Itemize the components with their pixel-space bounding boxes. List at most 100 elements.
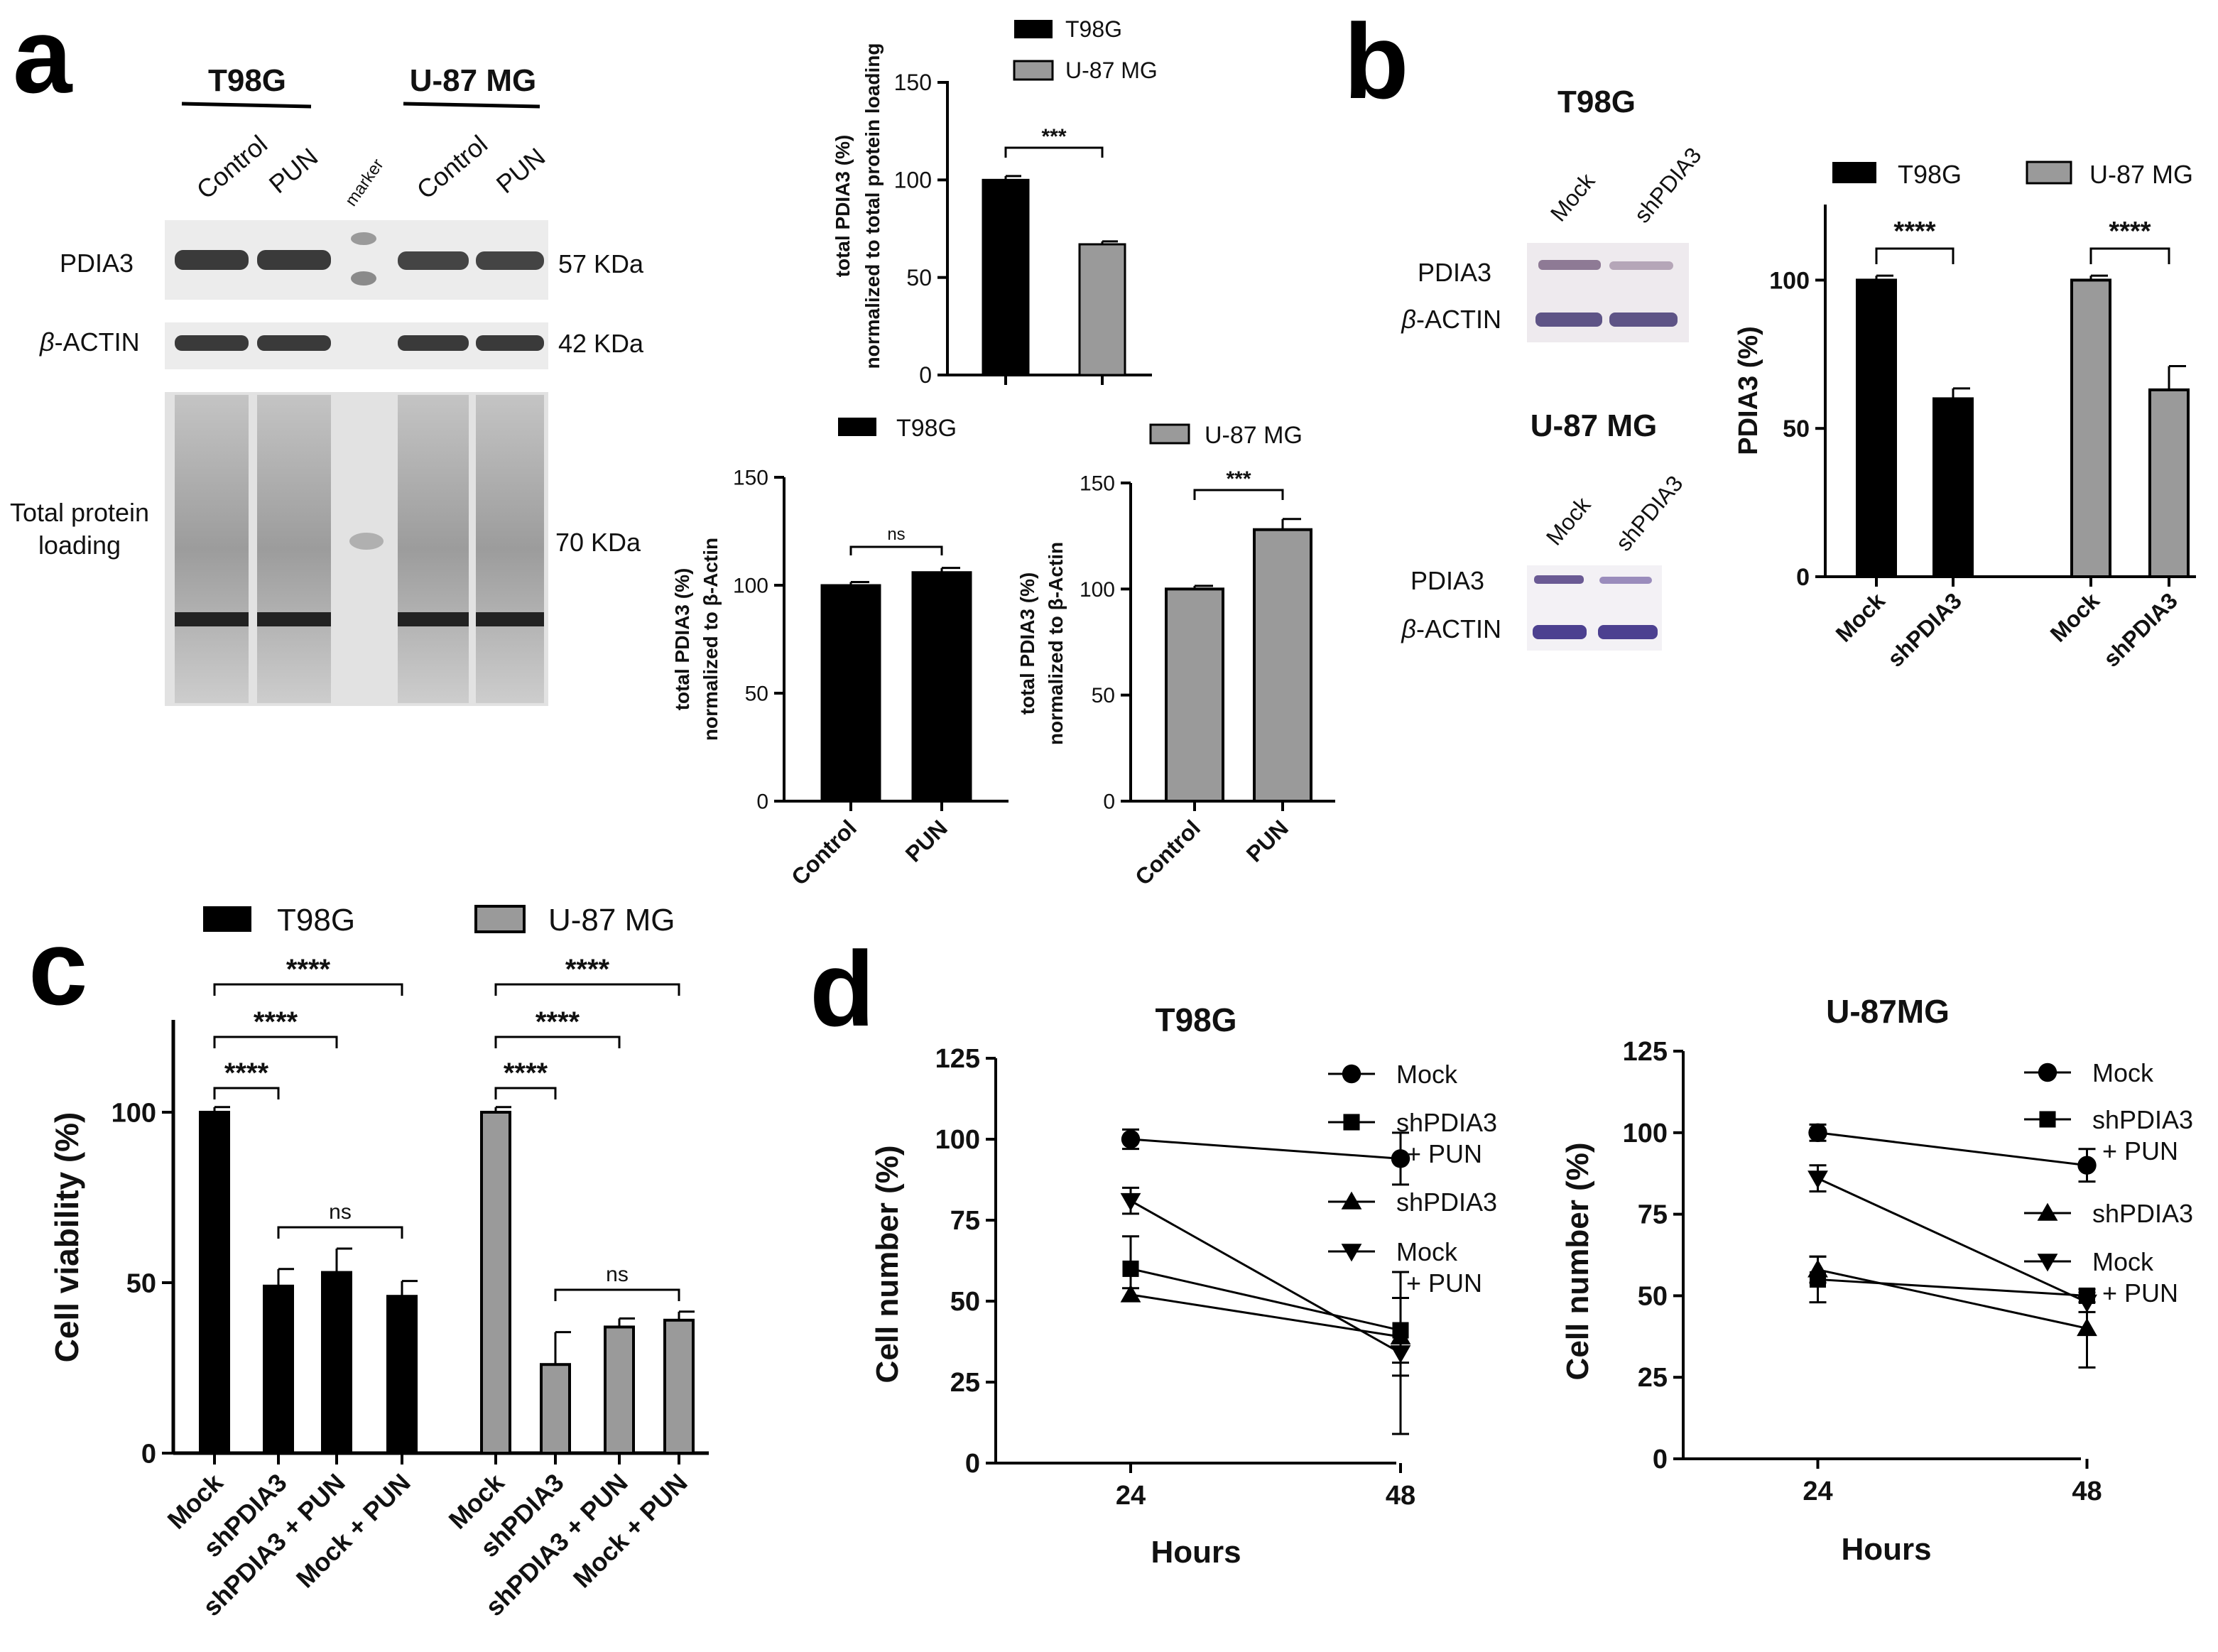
chart-d-left-ytick-label-2: 50: [950, 1287, 980, 1317]
chart-d-left-ytick-label-4: 100: [935, 1125, 980, 1155]
chart-d-right-legend-marker-1: [2039, 1111, 2056, 1128]
blot-b-u87-pdia3-band-1: [1534, 575, 1584, 584]
chart-d-left-series-line-2: [1130, 1293, 1401, 1338]
panel-letter-c: c: [28, 908, 87, 1027]
chart-d-right-ytick-label-1: 25: [1638, 1363, 1668, 1393]
chart-d-right-xticks: 24 48: [1803, 1459, 2102, 1506]
chart-d-left-ytick-label-3: 75: [950, 1206, 980, 1236]
chart-b-ytick-label-1: 50: [1783, 415, 1810, 442]
blot-b-u87-lane-sh: shPDIA3: [1611, 471, 1688, 556]
chart-a-top-legend-label-1: T98G: [1065, 16, 1122, 42]
chart-b-sig-label-0: ****: [1893, 217, 1935, 246]
chart-b-xlabel-1: shPDIA3: [1882, 587, 1967, 672]
chart-a-bl-bar-0: [820, 584, 881, 803]
chart-c: 0 50 100 **** **** **** ns **** **** **** ns Mock…: [48, 903, 709, 1621]
chart-a-br-ytick-label-2: 100: [1080, 578, 1115, 602]
chart-d-right-point-0-1: [2077, 1156, 2097, 1175]
blot-b-t98g-row-actin: β-ACTIN: [1401, 305, 1501, 334]
chart-d-left-lines: [1120, 1128, 1411, 1435]
chart-c-bar-1: [263, 1284, 294, 1455]
chart-a-br-legend-swatch: [1149, 423, 1190, 445]
chart-d-left-xtick-label-1: 48: [1386, 1481, 1415, 1511]
chart-a-br-ytick-label-1: 50: [1092, 684, 1115, 707]
chart-a-br-bars: [1165, 518, 1312, 811]
chart-d-right-xtick-label-1: 48: [2072, 1477, 2102, 1506]
blot-a-total-main-band-4: [476, 612, 544, 626]
chart-a-br-ylabel-2: normalized to β-Actin: [1045, 542, 1067, 745]
chart-c-sig-label-7: ns: [606, 1263, 629, 1286]
chart-b-bar-3: [2148, 388, 2190, 578]
chart-b-xlabel-3: shPDIA3: [2098, 587, 2182, 672]
chart-d-left-ylabel: Cell number (%): [870, 1146, 905, 1384]
blot-b-u87-actin-band-2: [1598, 625, 1658, 639]
blot-a-row-total-1: Total protein: [10, 498, 149, 527]
chart-a-br-xlabels: Control PUN: [1130, 815, 1293, 890]
chart-a-br-xlabel-0: Control: [1130, 815, 1205, 890]
blot-a-total-lane-1: [175, 395, 249, 703]
chart-d-right-lines: [1807, 1123, 2097, 1369]
chart-d-left-xlabel: Hours: [1151, 1535, 1241, 1570]
chart-d-right-series-line-3: [1817, 1177, 2088, 1303]
chart-d-left-point-3-1: [1390, 1345, 1411, 1364]
chart-b-ytick-label-2: 100: [1769, 267, 1810, 294]
chart-d-left-legend-label-1-1: + PUN: [1406, 1139, 1482, 1168]
chart-a-bl-yticks: 0 50 100 150: [733, 467, 784, 814]
chart-a-top-yticks: 0 50 100 150: [894, 70, 947, 388]
chart-b-bar-0: [1856, 278, 1897, 578]
chart-a-br-sig-label-0: ***: [1226, 467, 1251, 491]
chart-c-sig-label-2: ****: [286, 954, 331, 985]
chart-b-legend-label-1: T98G: [1898, 160, 1962, 189]
blot-a-total-lane-4: [476, 395, 544, 703]
chart-d-left-legend-marker-0: [1342, 1064, 1361, 1084]
chart-a-top-ytick-label-0: 0: [919, 362, 932, 388]
blot-a-total-main-band-1: [175, 612, 249, 626]
blot-a-actin-band-1: [175, 335, 249, 351]
chart-a-bl-ylabel-2: normalized to β-Actin: [700, 538, 722, 741]
chart-d-right-ytick-label-2: 50: [1638, 1281, 1668, 1311]
chart-a-top-sig-bracket-0: [1004, 146, 1104, 158]
chart-d-left-legend-marker-2: [1341, 1191, 1362, 1210]
chart-b-sig: **** ****: [1875, 217, 2170, 264]
chart-b-xlabel-2: Mock: [2045, 587, 2104, 646]
panel-letter-b: b: [1344, 1, 1409, 121]
chart-a-top-ytick-label-1: 50: [906, 265, 932, 290]
chart-a-bl-legend-label: T98G: [896, 415, 957, 442]
chart-a-bl-xlabel-0: Control: [786, 815, 861, 890]
chart-c-sig-label-0: ****: [224, 1058, 269, 1089]
blot-a-actin-band-4: [476, 335, 544, 351]
blot-a-group-t98g: T98G: [208, 63, 286, 98]
chart-d-left-legend-marker-1: [1343, 1114, 1360, 1131]
chart-b-sig-bracket-1: [2089, 247, 2170, 264]
chart-d-left-yticks: 0 25 50 75 100 125: [935, 1044, 996, 1479]
chart-c-sig-label-4: ****: [504, 1058, 548, 1089]
blot-a-marker-70: [349, 533, 384, 550]
chart-b-yticks: 0 50 100: [1769, 267, 1825, 591]
chart-a-br-bar-0: [1165, 587, 1224, 803]
blot-a-lane-4: Control: [411, 129, 493, 205]
blot-a-total-lane-3: [398, 395, 469, 703]
panel-letter-a: a: [13, 0, 73, 115]
chart-b-bar-1: [1932, 397, 1974, 578]
chart-a-bl-bars: [820, 567, 972, 811]
blot-a-total-main-band-3: [398, 612, 469, 626]
blot-a-lane-2: PUN: [263, 142, 324, 199]
chart-d-right-ytick-label-5: 125: [1623, 1037, 1668, 1067]
chart-b-legend-swatch-1: [1832, 162, 1876, 183]
chart-c-bar-2: [321, 1271, 352, 1455]
chart-d-right-series-line-0: [1817, 1131, 2087, 1167]
chart-a-br: 0 50 100 150 *** Control PUN U-87 MG total P…: [1016, 422, 1335, 890]
chart-a-bl: 0 50 100 150 ns Control PUN T98G total PDIA3…: [671, 415, 1009, 890]
chart-d-right-title: U-87MG: [1826, 993, 1950, 1030]
chart-d-left-xticks: 24 48: [1116, 1463, 1415, 1511]
chart-b-ylabel: PDIA3 (%): [1734, 326, 1763, 455]
blot-b-u87-row-actin: β-ACTIN: [1401, 614, 1501, 643]
chart-a-bl-sig: ns: [849, 525, 943, 555]
panel-letter-d: d: [810, 929, 875, 1048]
chart-a-bl-ylabel-1: total PDIA3 (%): [671, 568, 693, 711]
blot-a-group-u87: U-87 MG: [410, 63, 536, 98]
chart-d-right-legend-label-3-1: + PUN: [2102, 1278, 2178, 1308]
chart-a-br-ytick-label-3: 150: [1080, 472, 1115, 496]
